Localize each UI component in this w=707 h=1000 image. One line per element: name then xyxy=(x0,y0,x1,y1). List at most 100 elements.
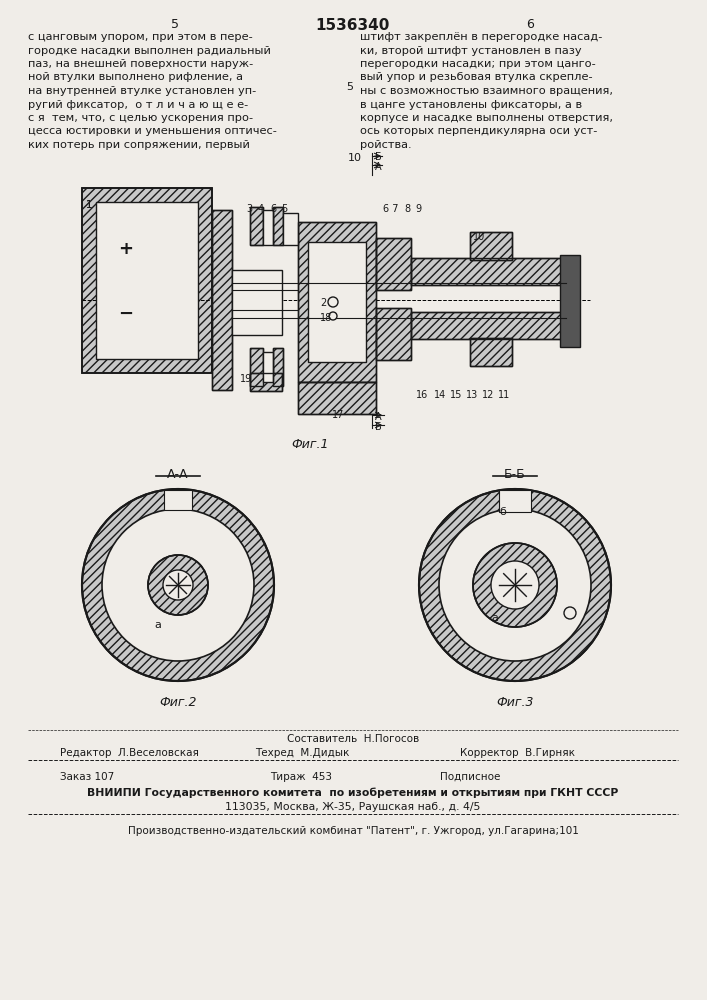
Text: 15: 15 xyxy=(450,390,462,400)
Text: 5: 5 xyxy=(346,82,354,92)
Circle shape xyxy=(329,312,337,320)
Circle shape xyxy=(419,489,611,681)
Text: ройства.: ройства. xyxy=(360,140,411,150)
Circle shape xyxy=(82,489,274,681)
Text: Б: Б xyxy=(375,422,382,432)
Bar xyxy=(298,382,376,414)
Bar xyxy=(273,207,283,245)
Text: 11: 11 xyxy=(498,390,510,400)
Bar xyxy=(376,308,411,360)
Text: с цанговым упором, при этом в пере-: с цанговым упором, при этом в пере- xyxy=(28,32,252,42)
Text: 113035, Москва, Ж-35, Раушская наб., д. 4/5: 113035, Москва, Ж-35, Раушская наб., д. … xyxy=(226,802,481,812)
Text: А: А xyxy=(375,162,382,172)
Text: Редактор  Л.Веселовская: Редактор Л.Веселовская xyxy=(60,748,199,758)
Text: Корректор  В.Гирняк: Корректор В.Гирняк xyxy=(460,748,575,758)
Text: а: а xyxy=(491,613,498,623)
Text: 1: 1 xyxy=(86,200,92,210)
Text: вый упор и резьбовая втулка скрепле-: вый упор и резьбовая втулка скрепле- xyxy=(360,73,592,83)
Circle shape xyxy=(102,509,254,661)
Text: Б-Б: Б-Б xyxy=(504,468,526,481)
Bar xyxy=(250,348,263,386)
Text: 14: 14 xyxy=(434,390,446,400)
Text: ось которых перпендикулярна оси уст-: ось которых перпендикулярна оси уст- xyxy=(360,126,597,136)
Text: Фиг.3: Фиг.3 xyxy=(496,696,534,709)
Bar xyxy=(273,207,283,245)
Circle shape xyxy=(491,561,539,609)
Bar xyxy=(411,312,566,339)
Text: 12: 12 xyxy=(482,390,494,400)
Text: ны с возможностью взаимного вращения,: ны с возможностью взаимного вращения, xyxy=(360,86,613,96)
Text: городке насадки выполнен радиальный: городке насадки выполнен радиальный xyxy=(28,45,271,55)
Circle shape xyxy=(163,570,193,600)
Bar xyxy=(470,232,512,260)
Text: 19: 19 xyxy=(240,374,252,384)
Bar xyxy=(499,490,531,512)
Bar xyxy=(250,207,263,245)
Bar xyxy=(273,348,283,386)
Text: перегородки насадки; при этом цанго-: перегородки насадки; при этом цанго- xyxy=(360,59,596,69)
Bar xyxy=(232,270,282,335)
Text: 6 7: 6 7 xyxy=(383,204,399,214)
Bar xyxy=(470,232,512,260)
Text: 16: 16 xyxy=(416,390,428,400)
Text: корпусе и насадке выполнены отверстия,: корпусе и насадке выполнены отверстия, xyxy=(360,113,613,123)
Text: 10: 10 xyxy=(473,232,485,242)
Text: 13: 13 xyxy=(466,390,478,400)
Text: 3: 3 xyxy=(246,204,252,214)
Bar xyxy=(470,338,512,366)
Text: ких потерь при сопряжении, первый: ких потерь при сопряжении, первый xyxy=(28,140,250,150)
Text: паз, на внешней поверхности наруж-: паз, на внешней поверхности наруж- xyxy=(28,59,253,69)
Bar xyxy=(250,348,263,386)
Text: 5: 5 xyxy=(281,204,287,214)
Text: б: б xyxy=(500,507,506,517)
Text: Производственно-издательский комбинат "Патент", г. Ужгород, ул.Гагарина;101: Производственно-издательский комбинат "П… xyxy=(127,826,578,836)
Bar xyxy=(308,242,366,362)
Text: 10: 10 xyxy=(348,153,362,163)
Bar xyxy=(250,207,263,245)
Text: Фиг.2: Фиг.2 xyxy=(159,696,197,709)
Text: +: + xyxy=(118,240,133,258)
Text: с я  тем, что, с целью ускорения про-: с я тем, что, с целью ускорения про- xyxy=(28,113,253,123)
Text: ругий фиксатор,  о т л и ч а ю щ е е-: ругий фиксатор, о т л и ч а ю щ е е- xyxy=(28,100,248,109)
Bar xyxy=(298,382,376,414)
Text: 17: 17 xyxy=(332,410,344,420)
Text: штифт закреплён в перегородке насад-: штифт закреплён в перегородке насад- xyxy=(360,32,602,42)
Text: 2: 2 xyxy=(320,298,326,308)
Text: 6: 6 xyxy=(270,204,276,214)
Text: 4: 4 xyxy=(258,204,264,214)
Text: 6: 6 xyxy=(526,18,534,31)
Circle shape xyxy=(328,297,338,307)
Bar xyxy=(470,338,512,366)
Bar xyxy=(263,352,273,382)
Bar xyxy=(212,210,232,390)
Bar xyxy=(411,312,566,339)
Text: 9: 9 xyxy=(415,204,421,214)
Bar xyxy=(164,490,192,510)
Circle shape xyxy=(148,555,208,615)
Bar xyxy=(273,348,283,386)
Bar xyxy=(298,222,376,382)
Text: Б: Б xyxy=(375,152,382,162)
Circle shape xyxy=(439,509,591,661)
Text: Тираж  453: Тираж 453 xyxy=(270,772,332,782)
Text: Техред  М.Дидык: Техред М.Дидык xyxy=(255,748,349,758)
Bar xyxy=(376,238,411,290)
Text: А-А: А-А xyxy=(168,468,189,481)
Text: ВНИИПИ Государственного комитета  по изобретениям и открытиям при ГКНТ СССР: ВНИИПИ Государственного комитета по изоб… xyxy=(87,788,619,798)
Text: А: А xyxy=(375,412,382,422)
Text: а: а xyxy=(155,620,161,630)
Text: 18: 18 xyxy=(320,313,332,323)
Circle shape xyxy=(473,543,557,627)
Bar xyxy=(298,222,376,382)
Text: на внутренней втулке установлен уп-: на внутренней втулке установлен уп- xyxy=(28,86,256,96)
Text: Составитель  Н.Погосов: Составитель Н.Погосов xyxy=(287,734,419,744)
Text: Заказ 107: Заказ 107 xyxy=(60,772,115,782)
Bar xyxy=(82,188,212,373)
Bar xyxy=(263,210,273,245)
Bar xyxy=(376,308,411,360)
Bar xyxy=(283,213,298,245)
Bar xyxy=(250,373,282,391)
Text: цесса юстировки и уменьшения оптичес-: цесса юстировки и уменьшения оптичес- xyxy=(28,126,277,136)
Bar xyxy=(411,258,566,285)
Bar xyxy=(82,188,212,373)
